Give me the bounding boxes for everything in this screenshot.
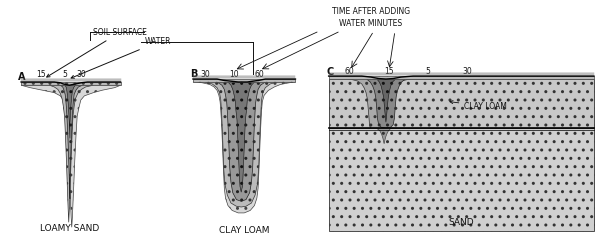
Text: CLAY LOAM: CLAY LOAM: [219, 226, 270, 235]
Polygon shape: [329, 79, 594, 128]
Polygon shape: [60, 85, 83, 199]
Polygon shape: [228, 82, 254, 192]
Text: LOAMY SAND: LOAMY SAND: [40, 224, 99, 233]
Text: 30: 30: [463, 67, 472, 76]
Text: SOIL SURFACE: SOIL SURFACE: [46, 28, 147, 77]
Text: A: A: [18, 72, 25, 82]
Text: 60: 60: [345, 67, 355, 76]
Text: C: C: [327, 67, 334, 77]
Text: 30: 30: [200, 70, 210, 79]
Polygon shape: [65, 85, 75, 138]
Text: 60: 60: [254, 70, 264, 79]
Text: 30: 30: [77, 70, 86, 79]
Text: SAND: SAND: [449, 218, 474, 227]
Text: 15: 15: [384, 67, 394, 76]
Polygon shape: [21, 82, 121, 85]
Text: 15: 15: [36, 70, 46, 79]
Polygon shape: [350, 79, 410, 128]
Polygon shape: [49, 85, 93, 222]
Polygon shape: [193, 82, 295, 213]
Polygon shape: [329, 76, 594, 79]
Polygon shape: [217, 82, 265, 201]
Text: 10: 10: [229, 70, 239, 79]
Polygon shape: [329, 128, 594, 231]
Text: 5: 5: [62, 70, 67, 79]
Polygon shape: [367, 79, 405, 128]
Polygon shape: [377, 128, 391, 144]
Text: B: B: [190, 69, 197, 79]
Text: WATER: WATER: [71, 38, 171, 78]
Text: 5: 5: [426, 67, 431, 76]
Text: CLAY LOAM: CLAY LOAM: [450, 101, 507, 111]
Text: TIME AFTER ADDING
WATER MINUTES: TIME AFTER ADDING WATER MINUTES: [332, 7, 410, 27]
Polygon shape: [21, 85, 121, 227]
Polygon shape: [205, 82, 277, 207]
Polygon shape: [193, 79, 295, 82]
Polygon shape: [377, 79, 396, 122]
